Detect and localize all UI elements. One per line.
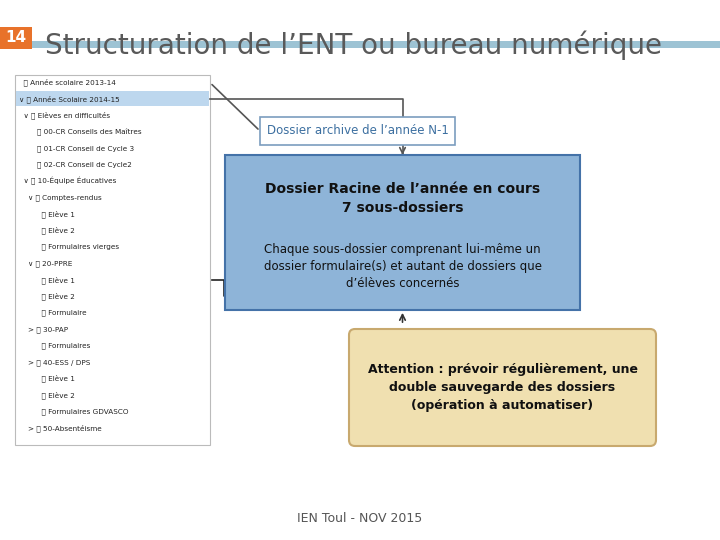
Text: 📁 Formulaires GDVASCO: 📁 Formulaires GDVASCO bbox=[19, 408, 128, 415]
Text: ∨ 📁 10-Équipe Éducatives: ∨ 📁 10-Équipe Éducatives bbox=[19, 177, 117, 185]
FancyBboxPatch shape bbox=[349, 329, 656, 446]
Bar bbox=[260, 117, 455, 145]
Bar bbox=[15, 75, 210, 445]
Text: 📁 Elève 2: 📁 Elève 2 bbox=[19, 392, 75, 399]
Text: Dossier Racine de l’année en cours
7 sous-dossiers: Dossier Racine de l’année en cours 7 sou… bbox=[265, 182, 540, 214]
Text: 14: 14 bbox=[6, 30, 27, 45]
Bar bbox=[16, 91, 209, 106]
Text: Chaque sous-dossier comprenant lui-même un
dossier formulaire(s) et autant de do: Chaque sous-dossier comprenant lui-même … bbox=[264, 243, 541, 290]
Text: 📁 Année scolaire 2013-14: 📁 Année scolaire 2013-14 bbox=[19, 79, 116, 86]
Text: ∨ 📁 Comptes-rendus: ∨ 📁 Comptes-rendus bbox=[19, 194, 102, 201]
Text: 📁 Formulaires: 📁 Formulaires bbox=[19, 342, 91, 349]
Text: 📁 00-CR Conseils des Maîtres: 📁 00-CR Conseils des Maîtres bbox=[19, 129, 142, 136]
Text: Dossier archive de l’année N-1: Dossier archive de l’année N-1 bbox=[266, 125, 449, 138]
Text: > 📁 40-ESS / DPS: > 📁 40-ESS / DPS bbox=[19, 359, 91, 366]
Text: 📁 Elève 1: 📁 Elève 1 bbox=[19, 211, 75, 218]
Bar bbox=[225, 155, 580, 310]
Text: IEN Toul - NOV 2015: IEN Toul - NOV 2015 bbox=[297, 511, 423, 524]
Text: 📁 Elève 1: 📁 Elève 1 bbox=[19, 276, 75, 284]
Text: > 📁 30-PAP: > 📁 30-PAP bbox=[19, 326, 68, 333]
Text: 📁 Elève 2: 📁 Elève 2 bbox=[19, 293, 75, 300]
Text: 📁 02-CR Conseil de Cycle2: 📁 02-CR Conseil de Cycle2 bbox=[19, 161, 132, 168]
Bar bbox=[0, 27, 32, 49]
Text: ∨ 📁 20-PPRE: ∨ 📁 20-PPRE bbox=[19, 260, 73, 267]
Text: ∨ 📁 Année Scolaire 2014-15: ∨ 📁 Année Scolaire 2014-15 bbox=[19, 95, 120, 103]
Text: Structuration de l’ENT ou bureau numérique: Structuration de l’ENT ou bureau numériq… bbox=[45, 30, 662, 59]
Text: Attention : prévoir régulièrement, une
double sauvegarde des dossiers
(opération: Attention : prévoir régulièrement, une d… bbox=[367, 363, 637, 412]
Text: 📁 Formulaire: 📁 Formulaire bbox=[19, 309, 86, 316]
Text: > 📁 50-Absentéisme: > 📁 50-Absentéisme bbox=[19, 424, 102, 432]
Text: 📁 Elève 2: 📁 Elève 2 bbox=[19, 227, 75, 234]
Text: 📁 01-CR Conseil de Cycle 3: 📁 01-CR Conseil de Cycle 3 bbox=[19, 145, 134, 152]
Bar bbox=[0, 41, 720, 48]
Text: 📁 Formulaires vierges: 📁 Formulaires vierges bbox=[19, 244, 119, 251]
Text: ∨ 📁 Elèves en difficultés: ∨ 📁 Elèves en difficultés bbox=[19, 112, 110, 119]
Text: 📁 Elève 1: 📁 Elève 1 bbox=[19, 375, 75, 382]
